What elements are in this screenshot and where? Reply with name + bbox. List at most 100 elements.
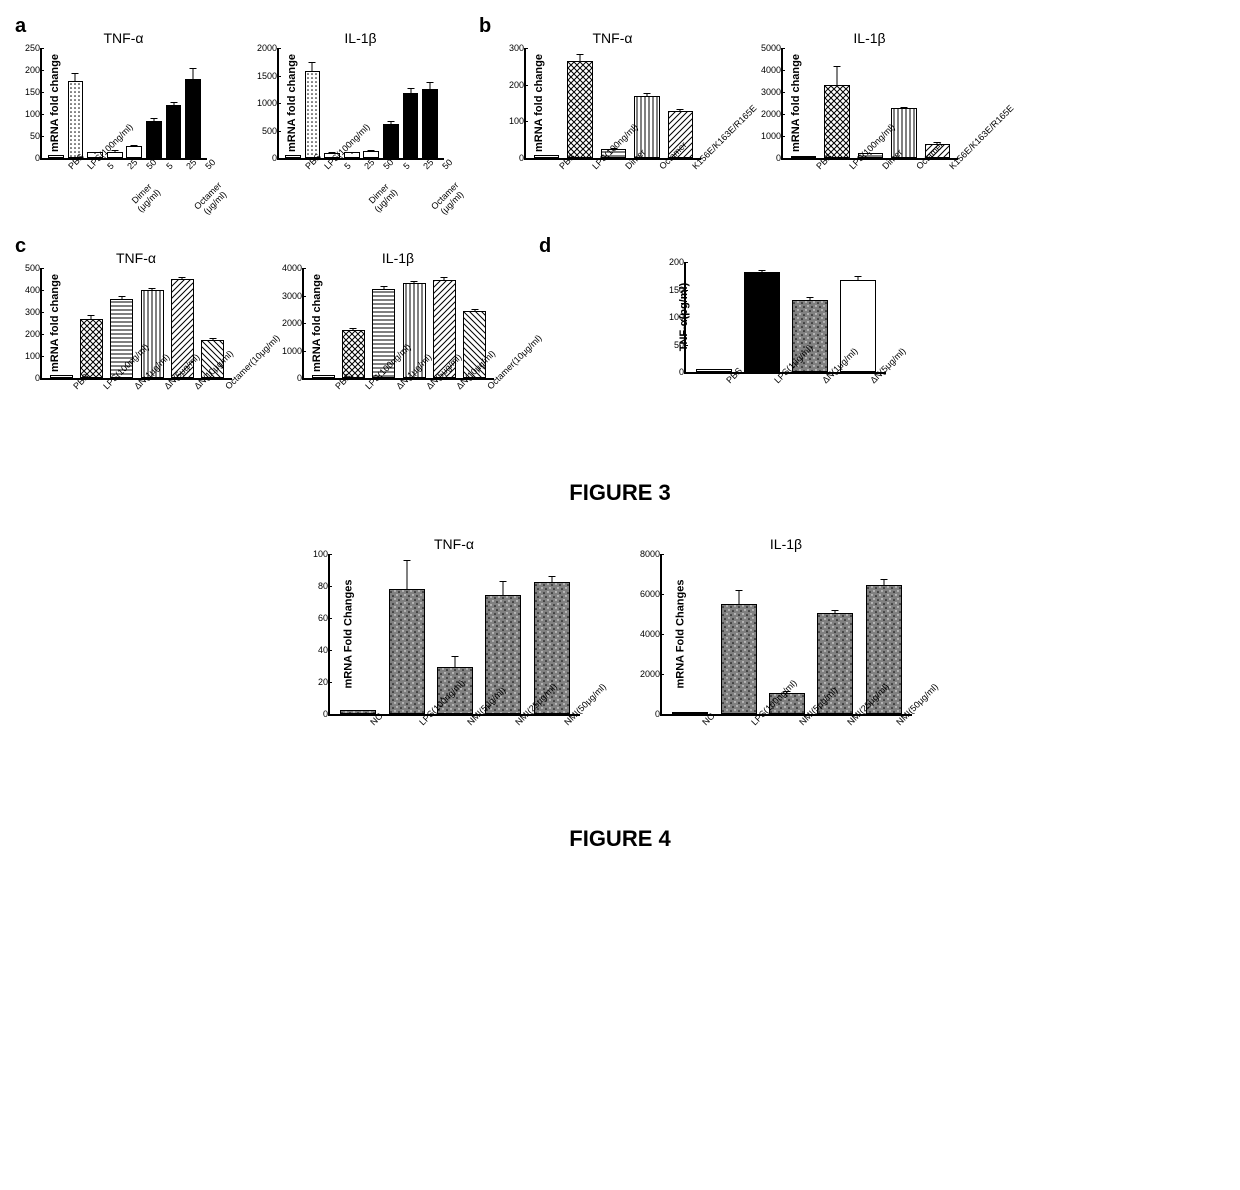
x-label: NMI(50μg/ml) xyxy=(562,720,569,727)
panel-a-charts: TNF-αmRNA fold change050100150200250PBSL… xyxy=(40,30,444,160)
error-bar xyxy=(455,657,456,668)
error-bar xyxy=(738,591,739,605)
x-label: ΔN(10μg/ml) xyxy=(455,384,462,391)
bar-wrap xyxy=(183,79,203,158)
x-label: ΔN(5μg/ml) xyxy=(162,384,169,391)
y-tick: 200 xyxy=(14,329,40,339)
x-label: Octamer(10μg/ml) xyxy=(223,384,230,391)
bar xyxy=(744,272,780,372)
panel-letter-b: b xyxy=(479,15,491,38)
x-labels: PBSLPS(100ng/ml)5255052550 xyxy=(279,158,444,168)
x-label: 50 xyxy=(440,164,447,171)
x-label: ΔN(1μg/ml) xyxy=(394,384,401,391)
bar xyxy=(305,71,321,158)
plot-area: mRNA Fold Changes02000400060008000NCLPS(… xyxy=(660,554,912,716)
y-ticks: 050100150200250 xyxy=(14,48,40,158)
y-tick: 150 xyxy=(658,285,684,295)
bar-chart: IL-1β mRNA fold change01000200030004000PB… xyxy=(302,250,494,380)
y-ticks: 0100200300400500 xyxy=(14,268,40,378)
y-tick: 1000 xyxy=(251,98,277,108)
bar-chart: IL-1βmRNA fold change0100020003000400050… xyxy=(781,30,958,160)
error-bar xyxy=(858,277,859,281)
bar-chart: TNF-αmRNA Fold Changes020406080100NCLPS(… xyxy=(328,536,580,716)
bars-container xyxy=(279,48,444,158)
x-label: Octamer(10μg/ml) xyxy=(485,384,492,391)
bar-wrap xyxy=(563,61,596,158)
x-label: Dimer xyxy=(881,164,888,171)
error-bar xyxy=(406,561,407,590)
subgroup-label: Octamer(μg/ml) xyxy=(429,180,468,219)
error-bar xyxy=(903,108,904,109)
x-label: K156E/K163E/R165E xyxy=(947,164,954,171)
chart-title: IL-1β xyxy=(302,250,494,266)
y-tick: 50 xyxy=(14,131,40,141)
y-tick: 200 xyxy=(498,80,524,90)
bar-wrap xyxy=(144,121,164,158)
error-bar xyxy=(430,83,431,90)
bar-wrap xyxy=(401,93,421,158)
error-bar xyxy=(810,298,811,301)
y-tick: 40 xyxy=(302,645,328,655)
y-tick: 3000 xyxy=(276,291,302,301)
error-bar xyxy=(883,580,884,586)
y-tick: 0 xyxy=(302,709,328,719)
panel-b-charts: TNF-αmRNA fold change0100200300PBSLPS(10… xyxy=(524,30,958,160)
y-ticks: 020406080100 xyxy=(302,554,328,714)
x-label: Octamer xyxy=(657,164,664,171)
x-labels: PBSLPS(100ng/ml)DimerOctamerK156E/K163E/… xyxy=(783,158,958,168)
y-ticks: 02000400060008000 xyxy=(634,554,660,714)
x-label: LPS(100ng/ml) xyxy=(364,384,371,391)
error-bar xyxy=(114,151,115,152)
x-label: NC xyxy=(700,720,707,727)
y-tick: 2000 xyxy=(634,669,660,679)
panel-c: c TNF-αmRNA fold change0100200300400500P… xyxy=(20,240,494,380)
bar xyxy=(363,151,379,159)
x-label: 25 xyxy=(362,164,369,171)
y-tick: 150 xyxy=(14,87,40,97)
x-label: PBS xyxy=(303,164,310,171)
bar xyxy=(389,589,425,714)
x-label: NC xyxy=(368,720,375,727)
x-label: LPS(100ng/ml) xyxy=(749,720,756,727)
bar xyxy=(403,93,419,158)
x-labels: PBSLPS(100ng/ml)ΔN(1μg/ml)ΔN(5μg/ml)ΔN(1… xyxy=(42,378,232,388)
figure4-row: TNF-αmRNA Fold Changes020406080100NCLPS(… xyxy=(20,536,1220,716)
y-tick: 100 xyxy=(658,312,684,322)
y-tick: 100 xyxy=(302,549,328,559)
y-tick: 250 xyxy=(14,43,40,53)
bar-wrap xyxy=(820,85,853,159)
y-tick: 80 xyxy=(302,581,328,591)
chart-title: TNF-α xyxy=(524,30,701,46)
error-bar xyxy=(134,146,135,148)
x-label: PBS xyxy=(71,384,78,391)
x-label: NMI(25μg/ml) xyxy=(514,720,521,727)
figure3-caption: FIGURE 3 xyxy=(20,480,1220,506)
error-bar xyxy=(414,282,415,284)
bar-wrap xyxy=(362,151,382,159)
x-label: LPS(100ng/ml) xyxy=(323,164,330,171)
y-tick: 0 xyxy=(276,373,302,383)
y-tick: 4000 xyxy=(276,263,302,273)
plot-area: mRNA fold change01000200030004000PBSLPS(… xyxy=(302,268,494,380)
x-label: 25 xyxy=(421,164,428,171)
y-tick: 0 xyxy=(658,367,684,377)
bar-wrap xyxy=(76,319,106,378)
y-tick: 500 xyxy=(14,263,40,273)
bar xyxy=(126,146,142,158)
plot-area: TNF-α(pg/ml)050100150200PBSLPS(1μg/ml)ΔN… xyxy=(684,262,886,374)
chart-title: IL-1β xyxy=(660,536,912,552)
x-label: 5 xyxy=(342,164,349,171)
error-bar xyxy=(390,122,391,125)
error-bar xyxy=(152,289,153,292)
y-ticks: 0500100015002000 xyxy=(251,48,277,158)
x-label: ΔN(5μg/ml) xyxy=(424,384,431,391)
x-label: Octamer xyxy=(914,164,921,171)
y-tick: 6000 xyxy=(634,589,660,599)
bars-container xyxy=(42,48,207,158)
bar xyxy=(721,604,757,714)
x-label: 5 xyxy=(401,164,408,171)
x-label: ΔN(1μg/ml) xyxy=(132,384,139,391)
error-bar xyxy=(312,63,313,72)
error-bar xyxy=(837,67,838,86)
x-label: PBS xyxy=(724,378,731,385)
